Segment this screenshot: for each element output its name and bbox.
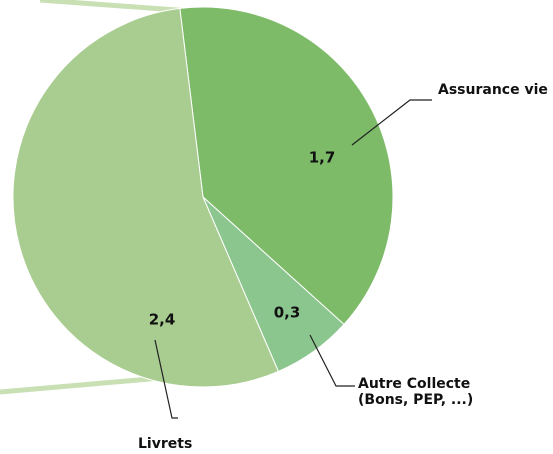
- value-label: 0,3: [274, 304, 301, 322]
- leader-line: [351, 99, 432, 146]
- pie-slice: [179, 6, 394, 326]
- connector: [39, 0, 191, 14]
- slice-label: Autre Collecte (Bons, PEP, ...): [358, 376, 474, 408]
- leader-line: [309, 334, 355, 387]
- value-label: 2,4: [149, 311, 176, 329]
- value-label: 1,7: [309, 149, 336, 167]
- pie-slice: [12, 7, 280, 388]
- slice-label: Livrets: [138, 436, 193, 452]
- slice-label: Assurance vie: [438, 82, 548, 98]
- leader-line: [154, 339, 178, 419]
